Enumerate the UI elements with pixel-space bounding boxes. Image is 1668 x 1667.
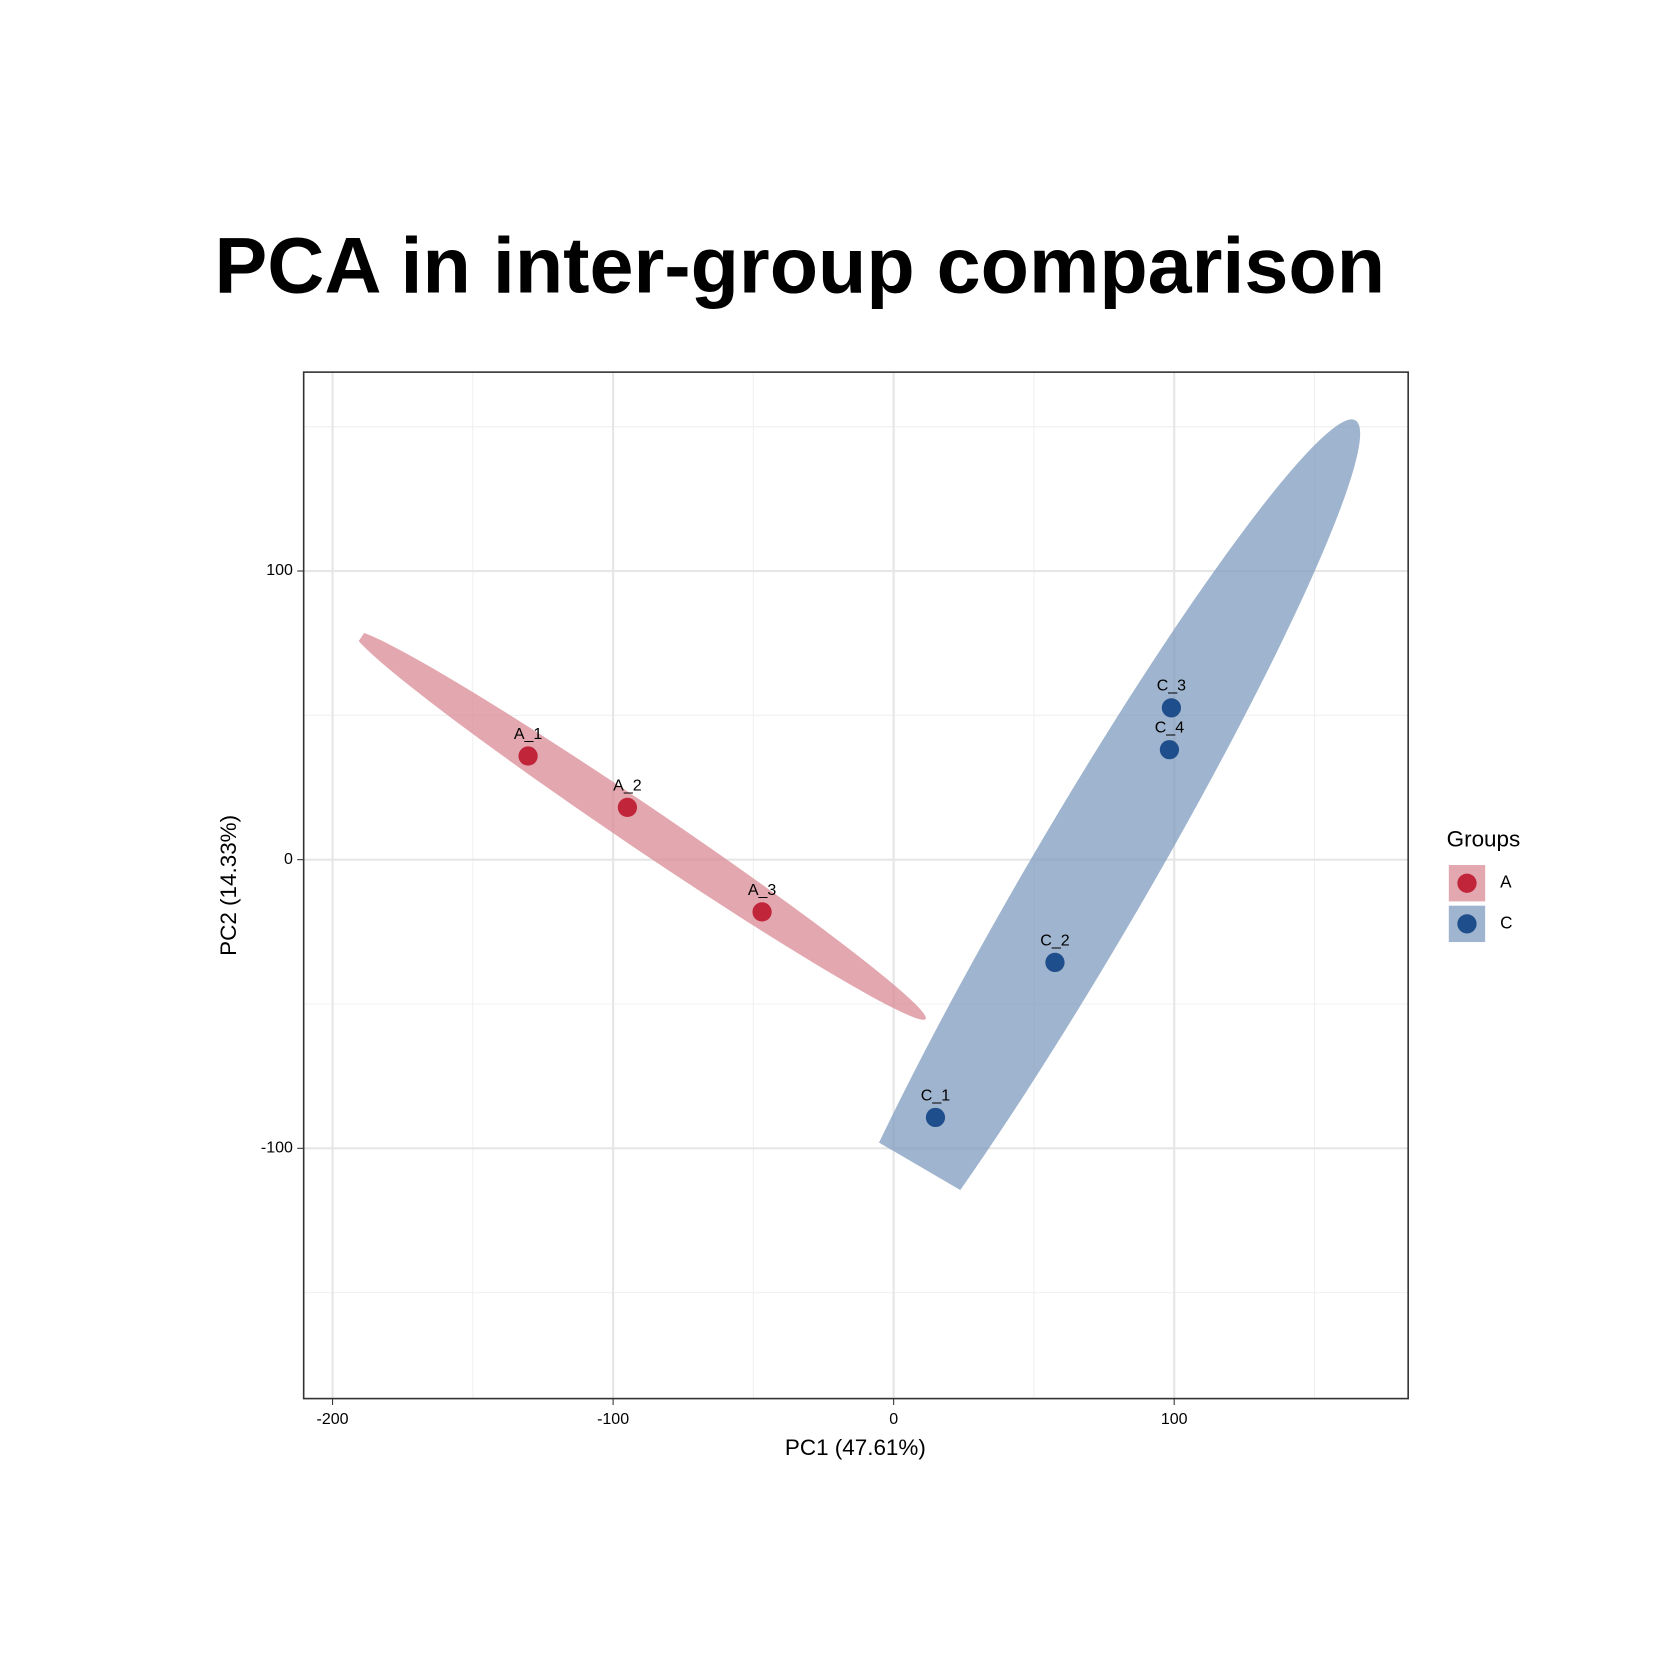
x-axis-label: PC1 (47.61%) bbox=[785, 1435, 926, 1460]
confidence-ellipse bbox=[806, 419, 1361, 1353]
plot-border bbox=[302, 371, 1409, 1400]
chart-title: PCA in inter-group comparison bbox=[214, 221, 1385, 310]
point-label: A_1 bbox=[514, 725, 543, 743]
x-tick-label: -200 bbox=[317, 1410, 349, 1428]
x-tick-label: 0 bbox=[889, 1410, 898, 1428]
point bbox=[925, 1107, 946, 1128]
x-tick-label: -100 bbox=[597, 1410, 629, 1428]
y-tick-label: -100 bbox=[261, 1139, 293, 1157]
point bbox=[1161, 698, 1182, 718]
point-label: C_2 bbox=[1040, 931, 1069, 949]
point-label: C_4 bbox=[1155, 719, 1184, 737]
y-tick-label: 100 bbox=[266, 561, 293, 579]
point-label: C_1 bbox=[921, 1086, 950, 1104]
point-label: C_3 bbox=[1157, 677, 1186, 695]
legend-marker bbox=[1457, 873, 1477, 893]
point-label: A_2 bbox=[613, 776, 642, 794]
point bbox=[1159, 740, 1180, 760]
point bbox=[1045, 952, 1065, 973]
legend-marker bbox=[1457, 914, 1477, 934]
point-label: A_3 bbox=[748, 881, 777, 899]
point bbox=[752, 902, 772, 922]
confidence-ellipse bbox=[353, 631, 926, 1020]
point bbox=[518, 746, 538, 766]
y-tick-label: 0 bbox=[284, 850, 293, 868]
x-tick-label: 100 bbox=[1161, 1410, 1188, 1428]
legend-label: C bbox=[1500, 913, 1512, 932]
point bbox=[617, 797, 638, 818]
legend-label: A bbox=[1500, 873, 1512, 892]
legend-title: Groups bbox=[1447, 826, 1521, 851]
y-axis-label: PC2 (14.33%) bbox=[216, 815, 241, 956]
